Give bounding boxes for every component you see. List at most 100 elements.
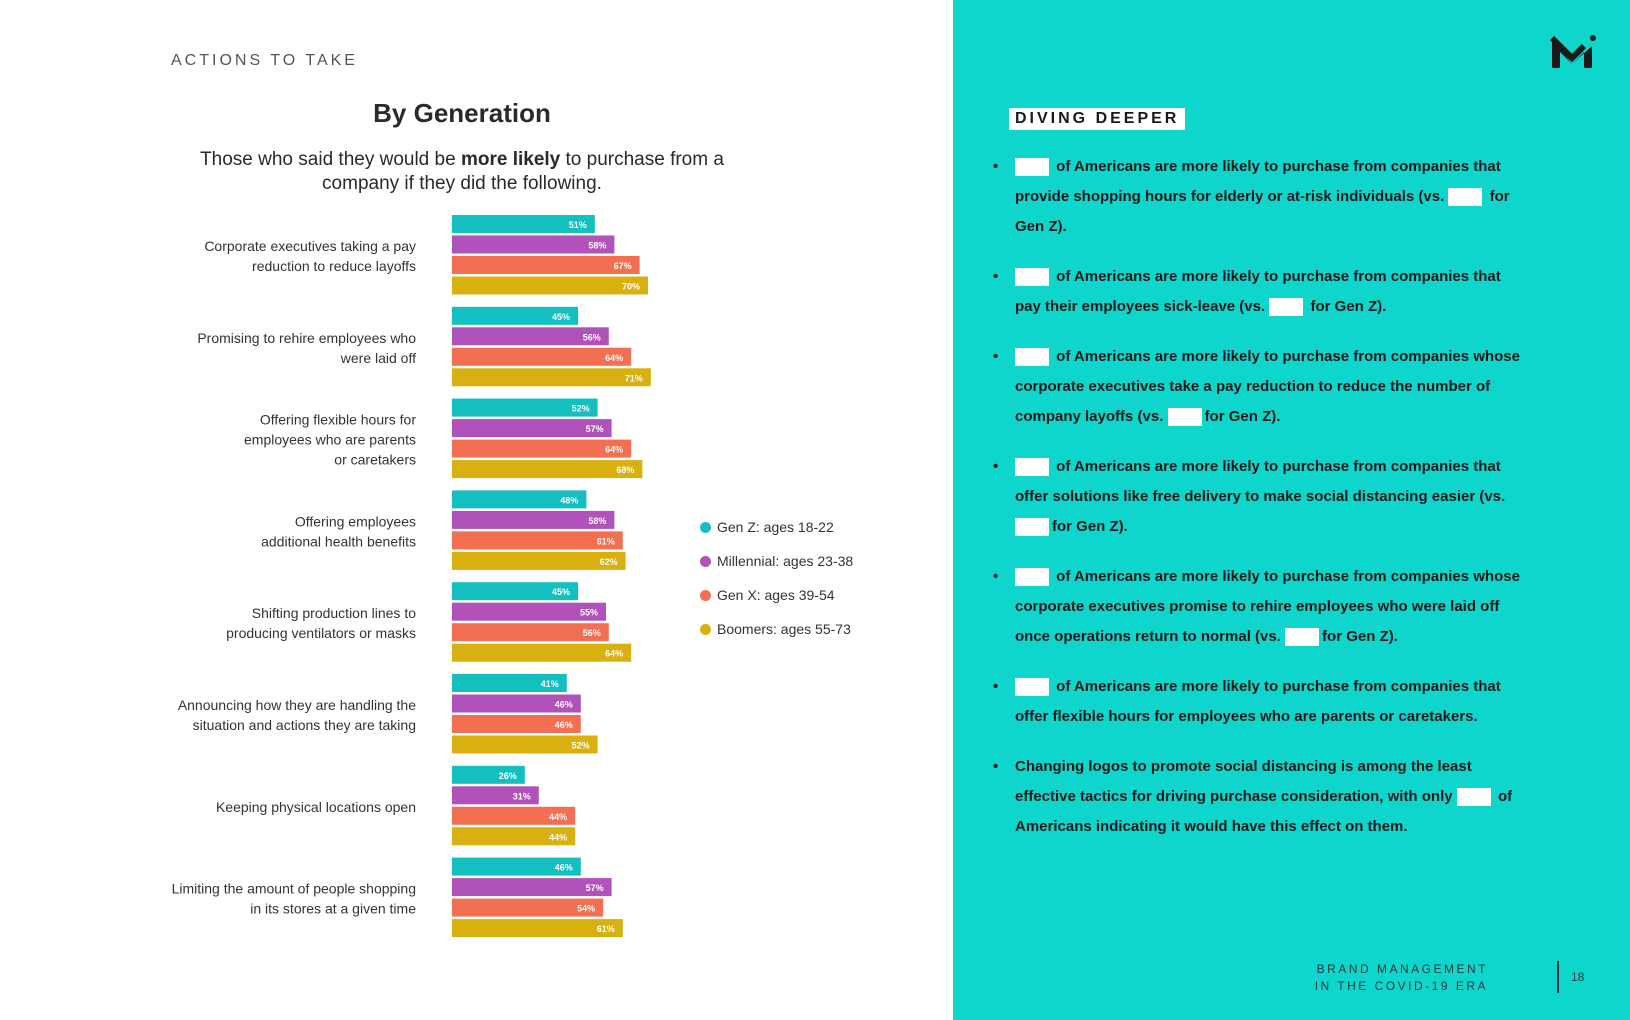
category-label: employees who are parents	[244, 432, 416, 448]
bar	[452, 347, 632, 366]
category-label: were laid off	[340, 350, 416, 366]
legend-label: Gen Z: ages 18-22	[717, 519, 834, 535]
category-label: Keeping physical locations open	[216, 799, 416, 815]
diving-deeper-bullet: of Americans are more likely to purchase…	[993, 452, 1523, 542]
bar	[452, 827, 576, 846]
bar-value-label: 46%	[555, 720, 573, 730]
category-label: Limiting the amount of people shopping	[172, 881, 416, 897]
bar	[452, 439, 632, 458]
page-number: 18	[1571, 970, 1585, 984]
bar-value-label: 55%	[580, 608, 598, 618]
bar-value-label: 56%	[583, 628, 601, 638]
bar	[452, 327, 609, 346]
bar-value-label: 61%	[597, 924, 615, 934]
legend-label: Gen X: ages 39-54	[717, 587, 835, 603]
redacted-value	[1015, 458, 1049, 477]
category-label: Corporate executives taking a pay	[204, 238, 416, 254]
bar	[452, 419, 612, 438]
bar	[452, 694, 581, 713]
legend-dot-icon	[700, 623, 711, 635]
bar-value-label: 48%	[560, 495, 578, 505]
bar-value-label: 44%	[549, 812, 567, 822]
diving-deeper-bullet: of Americans are more likely to purchase…	[993, 262, 1523, 322]
bar	[452, 715, 581, 733]
bar	[452, 215, 595, 233]
redacted-value	[1015, 568, 1049, 587]
bar-chart: Corporate executives taking a pay reducti…	[172, 215, 651, 938]
bar	[452, 368, 651, 387]
bar	[452, 643, 632, 662]
bar-value-label: 44%	[549, 832, 567, 842]
redacted-value	[1015, 348, 1049, 367]
redacted-value	[1015, 268, 1049, 287]
bar-value-label: 52%	[572, 741, 590, 751]
chart-subtitle: Those who said they would be more likely…	[200, 149, 724, 194]
legend-item: Millennial: ages 23-38	[700, 544, 853, 578]
diving-deeper-bullet: of Americans are more likely to purchase…	[993, 152, 1523, 242]
bar-value-label: 67%	[614, 261, 632, 271]
section-label: ACTIONS TO TAKE	[171, 52, 358, 69]
redacted-value	[1456, 788, 1491, 807]
legend-dot-icon	[700, 521, 711, 533]
category-label: or caretakers	[334, 452, 416, 468]
bar-value-label: 64%	[605, 353, 623, 363]
bar-value-label: 71%	[625, 373, 643, 383]
bar-value-label: 57%	[586, 424, 604, 434]
bar-value-label: 54%	[577, 904, 595, 914]
bar-value-label: 70%	[622, 282, 640, 292]
legend-dot-icon	[700, 589, 711, 601]
redacted-value	[1167, 408, 1202, 427]
diving-deeper-bullet: of Americans are more likely to purchase…	[993, 342, 1523, 432]
category-label: reduction to reduce layoffs	[252, 258, 416, 274]
category-label: in its stores at a given time	[250, 901, 416, 917]
footer-divider	[1557, 961, 1559, 993]
bar-value-label: 41%	[541, 679, 559, 689]
bar-value-label: 61%	[597, 536, 615, 546]
bar	[452, 306, 578, 325]
footer-title: BRAND MANAGEMENT IN THE COVID-19 ERA	[1314, 962, 1488, 993]
bar-value-label: 58%	[588, 516, 606, 526]
bar-value-label: 31%	[513, 791, 531, 801]
bar	[452, 623, 609, 642]
bar	[452, 919, 623, 938]
bar	[452, 490, 587, 509]
redacted-value	[1269, 298, 1304, 317]
bar-value-label: 57%	[586, 883, 604, 893]
bar-value-label: 45%	[552, 312, 570, 322]
category-label: Offering flexible hours for	[260, 412, 416, 428]
category-label: Shifting production lines to	[252, 605, 416, 621]
bar	[452, 786, 539, 805]
bar-value-label: 68%	[616, 465, 634, 475]
diving-deeper-label: DIVING DEEPER	[1009, 108, 1186, 130]
category-label: Offering employees	[295, 513, 416, 529]
bar	[452, 510, 615, 529]
bar	[452, 276, 648, 295]
bar-value-label: 52%	[572, 404, 590, 414]
bar	[452, 735, 598, 754]
redacted-value	[1448, 188, 1483, 207]
bar-value-label: 45%	[552, 587, 570, 597]
bar-value-label: 46%	[555, 863, 573, 873]
bar-value-label: 64%	[605, 649, 623, 659]
legend-label: Boomers: ages 55-73	[717, 621, 851, 637]
diving-deeper-bullet: Changing logos to promote social distanc…	[993, 752, 1523, 842]
brand-logo-icon	[1550, 35, 1596, 68]
bar-value-label: 58%	[588, 241, 606, 251]
chart-legend: Gen Z: ages 18-22 Millennial: ages 23-38 G…	[700, 510, 853, 646]
bar-value-label: 26%	[499, 771, 517, 781]
legend-dot-icon	[700, 555, 711, 567]
bar	[452, 857, 581, 876]
bar-value-label: 51%	[569, 220, 587, 230]
bar	[452, 878, 612, 897]
diving-deeper-list: of Americans are more likely to purchase…	[993, 152, 1523, 862]
bar-value-label: 62%	[600, 557, 618, 567]
chart-title: By Generation	[373, 98, 551, 128]
bar	[452, 460, 643, 479]
legend-label: Millennial: ages 23-38	[717, 553, 854, 569]
redacted-value	[1015, 678, 1049, 697]
bar	[452, 674, 567, 692]
bar	[452, 602, 606, 621]
bar-value-label: 64%	[605, 445, 623, 455]
category-label: Announcing how they are handling the	[178, 697, 416, 713]
diving-deeper-bullet: of Americans are more likely to purchase…	[993, 672, 1523, 732]
